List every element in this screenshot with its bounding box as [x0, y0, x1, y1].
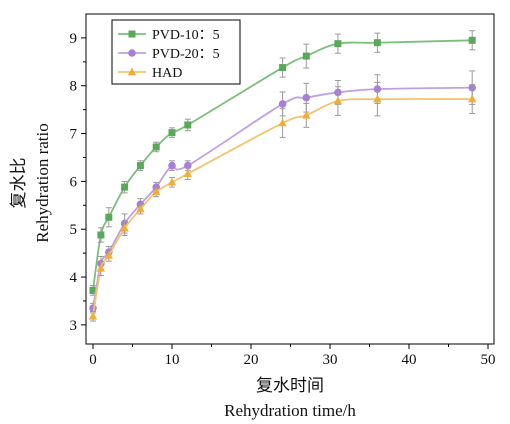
legend-marker [127, 67, 137, 76]
y-tick-label: 6 [70, 174, 78, 190]
data-point [105, 213, 113, 221]
x-tick-label: 40 [402, 352, 417, 368]
series-layer [88, 30, 477, 322]
data-point [120, 223, 129, 232]
data-point [278, 118, 287, 127]
data-point [152, 187, 161, 196]
x-axis-title-cn: 复水时间 [256, 376, 324, 395]
data-point [104, 251, 113, 259]
series-3 [88, 81, 477, 322]
data-point [168, 161, 176, 170]
x-tick-label: 20 [244, 352, 259, 368]
data-point [302, 110, 311, 119]
legend-item-3: HAD [118, 66, 182, 81]
y-tick-label: 7 [70, 127, 78, 143]
y-axis-title-cn: 复水比 [9, 158, 28, 209]
legend: PVD-10：5 PVD-20：5 HAD [111, 19, 241, 85]
y-tick-label: 9 [70, 31, 78, 47]
data-point [96, 263, 106, 272]
data-point [373, 39, 381, 47]
legend-label: HAD [152, 66, 182, 81]
data-point [183, 169, 192, 177]
data-point [88, 311, 98, 320]
data-point [302, 52, 310, 60]
data-point [136, 162, 144, 170]
data-point [121, 183, 129, 191]
series-1 [89, 30, 476, 296]
axis-ticks: 0 10 20 30 40 50 3 4 5 6 7 8 9 [70, 31, 496, 368]
data-point [373, 94, 382, 103]
data-point [136, 204, 145, 213]
data-point [279, 64, 287, 72]
data-point [468, 94, 477, 103]
x-tick-label: 50 [481, 352, 496, 368]
data-point [184, 121, 192, 129]
data-point [97, 231, 105, 239]
x-tick-label: 0 [89, 352, 97, 368]
data-point [334, 40, 342, 48]
legend-marker [128, 30, 136, 38]
data-point [333, 96, 343, 105]
legend-label: PVD-10：5 [152, 28, 220, 43]
legend-items: PVD-10：5 PVD-20：5 HAD [118, 28, 220, 81]
data-point [152, 143, 160, 151]
legend-item-1: PVD-10：5 [118, 28, 220, 43]
data-point [468, 36, 476, 44]
series-2 [89, 70, 477, 314]
data-point [89, 286, 97, 294]
y-tick-label: 4 [70, 270, 78, 286]
y-axis-title-en: Rehydration ratio [33, 123, 52, 242]
legend-label: PVD-20：5 [152, 47, 220, 62]
y-tick-label: 3 [70, 318, 78, 334]
x-axis-title-en: Rehydration time/h [224, 401, 356, 420]
x-tick-label: 30 [323, 352, 338, 368]
x-tick-label: 10 [165, 352, 180, 368]
data-point [302, 93, 311, 102]
y-tick-label: 5 [70, 222, 78, 238]
data-point [278, 100, 287, 108]
legend-marker [128, 49, 136, 57]
data-point [168, 129, 176, 137]
legend-item-2: PVD-20：5 [118, 47, 220, 62]
data-point [167, 177, 177, 186]
y-tick-label: 8 [70, 79, 78, 95]
